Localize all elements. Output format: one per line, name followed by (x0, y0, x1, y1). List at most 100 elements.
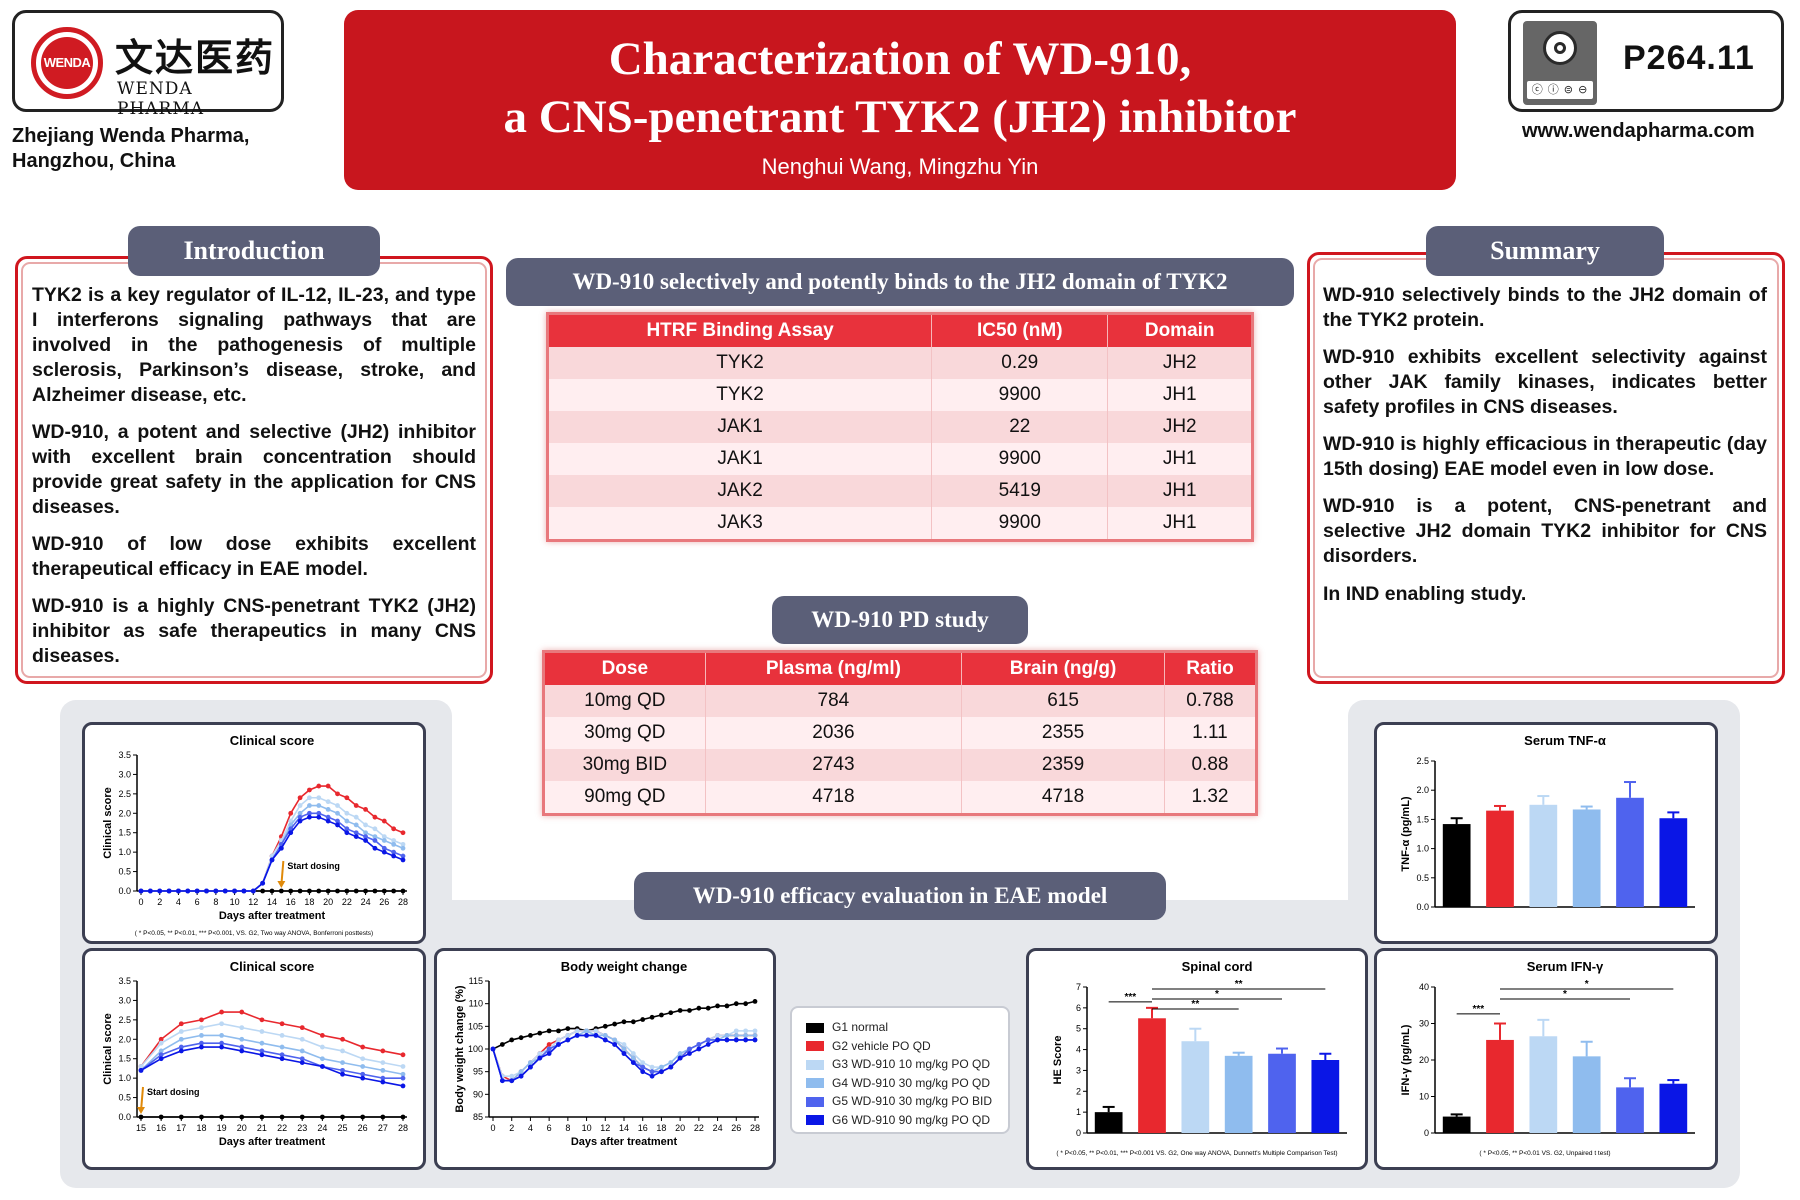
data-point (391, 826, 397, 832)
y-axis-label: IFN-γ (pg/mL) (1400, 1024, 1412, 1095)
pd-column-header: Brain (ng/g) (961, 653, 1165, 685)
chart-title: Spinal cord (1182, 959, 1253, 974)
data-point (138, 888, 144, 894)
table-row: JAK1 22 JH2 (549, 411, 1251, 443)
significance-label: * (1585, 979, 1589, 990)
data-point (363, 822, 368, 828)
data-point (391, 853, 397, 859)
table-cell: JAK2 (549, 475, 933, 507)
y-tick-label: 0.5 (118, 1093, 131, 1103)
table-cell: 0.29 (931, 347, 1109, 379)
significance-label: ** (1235, 979, 1243, 990)
data-point (372, 834, 378, 839)
data-point (157, 888, 163, 894)
data-point (344, 810, 350, 816)
table-cell: 2355 (961, 717, 1165, 749)
bar (1181, 1041, 1210, 1133)
data-point (400, 841, 406, 847)
data-point (705, 1042, 711, 1047)
y-tick-label: 0.0 (118, 886, 131, 896)
data-point (259, 1040, 265, 1046)
poster-title-line-2: a CNS-penetrant TYK2 (JH2) inhibitor (503, 91, 1297, 143)
x-tick-label: 22 (277, 1123, 287, 1133)
x-tick-label: 26 (379, 897, 389, 907)
legend-swatch (806, 1022, 824, 1033)
bar (1616, 1087, 1644, 1133)
data-point (363, 834, 368, 839)
data-point (299, 1060, 305, 1065)
data-point (178, 1021, 184, 1027)
data-point (363, 888, 368, 894)
data-point (574, 1028, 580, 1034)
data-point (602, 1033, 608, 1038)
table-cell: JAK1 (549, 411, 933, 443)
data-point (537, 1051, 543, 1056)
data-point (612, 1042, 618, 1047)
data-point (499, 1042, 505, 1047)
y-tick-label: 2.5 (118, 1015, 131, 1025)
data-point (316, 814, 322, 820)
introduction-panel (15, 256, 493, 684)
data-point (353, 822, 359, 828)
data-point (353, 888, 359, 894)
clinical-score-chart-dosing: Clinical score 0.0 0.5 1.0 1.5 2.0 2.5 3.0 3.5 Cl… (82, 948, 426, 1170)
data-point (158, 1040, 164, 1046)
data-point (380, 1079, 386, 1085)
data-point (391, 849, 397, 855)
table-cell: 9900 (931, 507, 1109, 539)
data-point (630, 1060, 636, 1065)
data-point (668, 1064, 674, 1070)
x-tick-label: 26 (358, 1123, 368, 1133)
data-point (219, 1009, 225, 1015)
data-point (239, 1048, 245, 1054)
data-point (630, 1051, 636, 1056)
summary-paragraph-5: In IND enabling study. (1323, 583, 1527, 605)
series-line (140, 1034, 404, 1076)
legend-swatch (806, 1078, 824, 1089)
data-point (640, 1017, 646, 1022)
data-point (176, 888, 181, 894)
significance-label: * (1215, 989, 1219, 1000)
website: www.wendapharma.com (1522, 120, 1755, 142)
data-point (297, 888, 303, 894)
data-point (297, 803, 303, 808)
data-point (325, 888, 331, 894)
data-point (288, 830, 294, 836)
summary-paragraph-4: WD-910 is a potent, CNS-penetrant and se… (1323, 495, 1767, 567)
legend-swatch (806, 1059, 824, 1070)
data-point (299, 1048, 305, 1054)
x-tick-label: 22 (342, 897, 352, 907)
data-point (316, 810, 322, 816)
bar (1311, 1060, 1340, 1133)
data-point (649, 1069, 655, 1075)
legend-label: G2 vehicle PO QD (832, 1038, 931, 1053)
data-point (696, 1046, 702, 1052)
data-point (219, 1114, 225, 1120)
series-line (141, 796, 404, 892)
data-point (400, 1075, 406, 1081)
data-point (219, 1040, 225, 1046)
data-point (565, 1026, 571, 1031)
data-point (335, 791, 340, 797)
bar (1224, 1055, 1253, 1133)
intro-paragraph-4: WD-910 is a highly CNS-penetrant TYK2 (J… (32, 595, 476, 667)
data-point (316, 795, 322, 801)
data-point (400, 888, 406, 894)
y-tick-label: 1.5 (1416, 814, 1429, 824)
data-point (360, 1114, 366, 1120)
poster-title-line-1: Characterization of WD-910, (608, 33, 1192, 85)
data-point (630, 1055, 636, 1061)
data-point (340, 1071, 345, 1077)
data-point (278, 888, 284, 894)
legend-item: G5 WD-910 30 mg/kg PO BID (806, 1094, 992, 1108)
y-tick-label: 1.5 (118, 828, 131, 838)
binding-table: HTRF Binding Assay IC50 (nM) Domain TYK2 0.2… (546, 312, 1254, 542)
y-tick-label: 2.5 (1416, 756, 1429, 766)
data-point (319, 1064, 325, 1069)
data-point (752, 1033, 758, 1038)
data-point (219, 1044, 225, 1050)
table-row: 10mg QD 784 615 0.788 (545, 685, 1255, 717)
table-cell: 784 (705, 685, 963, 717)
x-tick-label: 8 (565, 1123, 570, 1133)
wenda-logo-icon: WENDA (31, 27, 103, 99)
